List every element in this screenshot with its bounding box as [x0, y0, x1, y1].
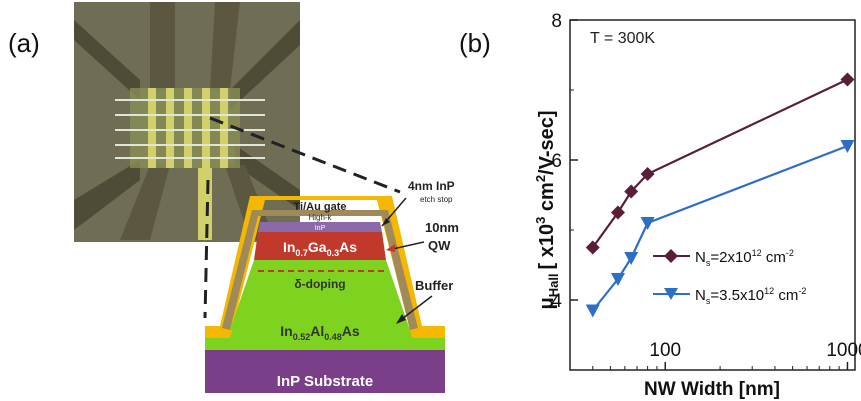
legend-label-1: Ns=2x1012 cm-2 [695, 248, 794, 268]
qw-label: In0.7Ga0.3As [283, 239, 357, 258]
buffer-mesa-layer [230, 260, 410, 330]
substrate-label: InP Substrate [277, 373, 373, 390]
x-tick-label: 100 [649, 340, 681, 361]
buffer-layer-label: In0.52Al0.48As [280, 323, 360, 342]
panel-a-label: (a) [8, 28, 40, 58]
doping-label: δ-doping [294, 277, 345, 291]
gate-layer [205, 196, 445, 338]
data-point-series-1 [624, 184, 639, 199]
data-point-series-2 [640, 217, 655, 230]
temperature-annotation: T = 300K [590, 30, 655, 47]
gate-label: Ti/Au gate [294, 201, 347, 213]
data-point-series-2 [624, 252, 639, 265]
legend: Ns=2x1012 cm-2 Ns=3.5x1012 cm-2 [653, 248, 806, 306]
axis-ticks: 4 6 8 100 1000 [551, 11, 861, 371]
data-point-series-1 [640, 167, 655, 181]
y-axis-label: μHall[ x103 cm2/V-sec] [533, 110, 561, 309]
legend-marker-2 [664, 288, 678, 300]
highk-label: High-k [308, 213, 332, 222]
data-point-series-1 [840, 72, 855, 87]
panel-b-label: (b) [459, 28, 491, 58]
annotation-qw-line1: 10nm [425, 220, 459, 235]
annotation-inp-etch-line1: 4nm InP [408, 179, 455, 193]
annotation-buffer: Buffer [415, 278, 453, 293]
series-markers [585, 72, 855, 318]
legend-label-2: Ns=3.5x1012 cm-2 [695, 286, 806, 306]
legend-marker-1 [664, 249, 678, 263]
x-tick-label: 1000 [826, 340, 861, 361]
data-point-series-1 [610, 205, 625, 220]
annotation-inp-etch-line2: etch stop [420, 195, 453, 204]
x-axis-label: NW Width [nm] [644, 379, 780, 400]
layer-stack [205, 196, 445, 393]
plot-frame [569, 19, 856, 371]
qw-layer [254, 232, 386, 260]
y-tick-label: 8 [551, 11, 562, 32]
data-point-series-2 [585, 304, 600, 318]
data-point-series-2 [840, 140, 855, 153]
series-line-1 [591, 78, 848, 249]
inp-cap-layer [258, 222, 382, 232]
data-point-series-2 [610, 273, 625, 286]
annotation-qw-line2: QW [428, 238, 451, 253]
data-point-series-1 [585, 240, 600, 255]
inp-cap-label: InP [315, 225, 326, 232]
buffer-bottom-layer [205, 328, 445, 350]
substrate-layer [205, 348, 445, 393]
zoom-lines [203, 116, 401, 319]
y-tick-label: 4 [551, 291, 562, 312]
series-line-2 [591, 144, 848, 312]
y-tick-label: 6 [551, 151, 562, 172]
